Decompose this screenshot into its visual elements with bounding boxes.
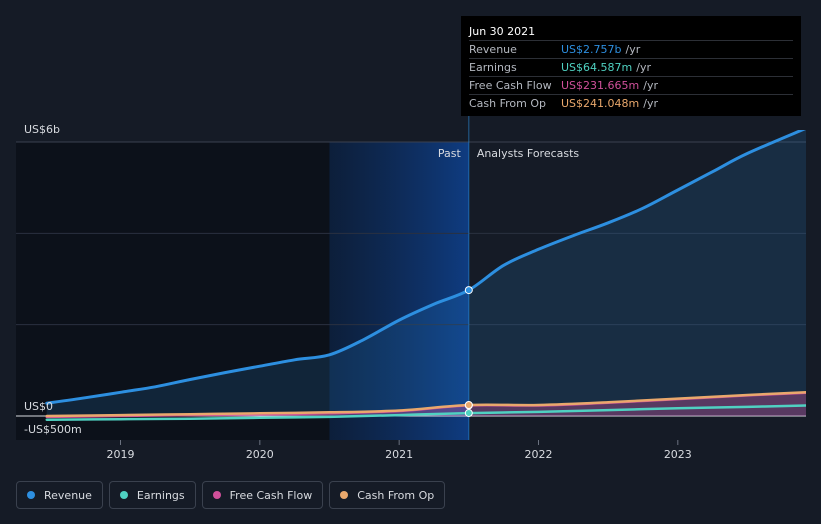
- legend-dot-icon: [119, 491, 128, 499]
- forecast-label: Analysts Forecasts: [477, 147, 580, 160]
- legend-label: Revenue: [44, 488, 92, 502]
- x-tick-label: 2022: [524, 448, 552, 461]
- legend-label: Free Cash Flow: [229, 488, 313, 502]
- tooltip-value: US$231.665m: [561, 79, 640, 92]
- earnings-line: [45, 404, 806, 421]
- tooltip-label: Cash From Op: [469, 97, 547, 110]
- past-highlight: [329, 142, 469, 440]
- legend: Revenue Earnings Free Cash Flow Cash Fro…: [16, 481, 446, 509]
- tooltip-row-earnings: Earnings US$64.587m /yr: [469, 58, 793, 76]
- legend-label: Earnings: [136, 488, 185, 502]
- legend-item-cash-from-op[interactable]: Cash From Op: [329, 481, 446, 509]
- legend-item-revenue[interactable]: Revenue: [16, 481, 103, 509]
- revenue-line: [45, 130, 806, 405]
- tooltip-row-revenue: Revenue US$2.757b /yr: [469, 40, 793, 58]
- tooltip-row-free-cash-flow: Free Cash Flow US$231.665m /yr: [469, 76, 793, 94]
- tooltip-label: Free Cash Flow: [469, 79, 552, 92]
- legend-dot-icon: [340, 491, 349, 499]
- legend-dot-icon: [212, 491, 221, 499]
- tooltip-date: Jun 30 2021: [469, 25, 536, 38]
- tooltip-unit: /yr: [625, 43, 641, 56]
- tooltip-value: US$2.757b: [561, 43, 622, 56]
- revenue-area: [46, 130, 806, 416]
- tooltip: Jun 30 2021 Revenue US$2.757b /yr Earnin…: [461, 16, 801, 116]
- legend-dot-icon: [27, 491, 35, 499]
- x-tick-label: 2021: [385, 448, 413, 461]
- x-tick-label: 2023: [664, 448, 692, 461]
- tooltip-unit: /yr: [636, 61, 651, 74]
- legend-item-free-cash-flow[interactable]: Free Cash Flow: [201, 481, 324, 509]
- x-axis: 2019 2020 2021 2022 2023: [106, 440, 692, 461]
- y-axis-top-label: US$6b: [24, 123, 60, 136]
- tooltip-label: Revenue: [469, 43, 517, 56]
- legend-label: Cash From Op: [357, 488, 435, 502]
- legend-item-earnings[interactable]: Earnings: [108, 481, 196, 509]
- cash-from-op-marker[interactable]: [464, 400, 473, 409]
- cash-from-op-line: [45, 391, 806, 418]
- y-axis-bottom-label: -US$500m: [24, 423, 82, 436]
- tooltip-unit: /yr: [643, 97, 658, 110]
- tooltip-value: US$64.587m: [561, 61, 633, 74]
- tooltip-row-cash-from-op: Cash From Op US$241.048m /yr: [469, 94, 793, 112]
- past-label: Past: [438, 147, 462, 160]
- y-axis-zero-label: US$0: [24, 400, 53, 413]
- x-tick-label: 2019: [106, 448, 134, 461]
- earnings-marker[interactable]: [464, 409, 473, 418]
- revenue-marker[interactable]: [464, 286, 473, 295]
- tooltip-label: Earnings: [469, 61, 517, 74]
- tooltip-value: US$241.048m: [561, 97, 640, 110]
- x-tick-label: 2020: [246, 448, 274, 461]
- tooltip-unit: /yr: [643, 79, 658, 92]
